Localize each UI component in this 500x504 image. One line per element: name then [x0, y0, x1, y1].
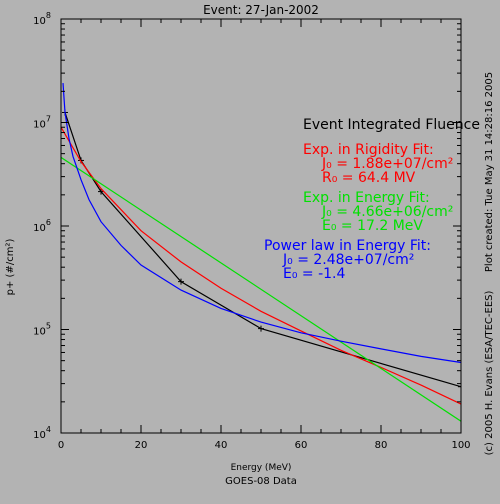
- series-layer: [61, 83, 461, 422]
- rigidity-fit-j0: J₀ = 1.88e+07/cm²: [321, 156, 453, 172]
- series-line-3: [62, 83, 461, 364]
- energy-fit-title: Exp. in Energy Fit:: [303, 190, 430, 206]
- power-fit-e0: E₀ = -1.4: [283, 266, 345, 282]
- x-tick-label: 0: [58, 440, 64, 451]
- x-tick-label: 40: [215, 440, 228, 451]
- y-tick-label: 106: [33, 218, 51, 234]
- plot-created-text: Plot created: Tue May 31 14:28:16 2005: [484, 72, 495, 272]
- chart-title: Event: 27-Jan-2002: [203, 3, 319, 17]
- x-tick-label: 100: [451, 440, 470, 451]
- x-axis-label: Energy (MeV): [231, 463, 292, 473]
- x-tick-label: 80: [375, 440, 388, 451]
- series-line-0: [64, 112, 461, 388]
- series-line-1: [61, 126, 461, 405]
- data-point-marker: [458, 383, 461, 390]
- series-line-2: [61, 156, 461, 422]
- y-tick-label: 105: [33, 322, 51, 338]
- y-tick-label: 108: [33, 11, 51, 27]
- x-tick-label: 20: [135, 440, 148, 451]
- data-point-marker: [258, 325, 264, 332]
- copyright-text: (c) 2005 H. Evans (ESA/TEC-EES): [484, 291, 495, 456]
- power-fit-title: Power law in Energy Fit:: [264, 238, 431, 254]
- y-axis-label: p+ (#/cm²): [5, 239, 16, 296]
- rigidity-fit-title: Exp. in Rigidity Fit:: [303, 142, 434, 158]
- energy-fit-j0: J₀ = 4.66e+06/cm²: [321, 204, 453, 220]
- annotation-heading: Event Integrated Fluence: [303, 117, 480, 133]
- y-tick-label: 107: [33, 115, 51, 131]
- energy-fit-e0: E₀ = 17.2 MeV: [322, 218, 423, 234]
- axes-layer: 0 20 40 60 80 100 104 105 106 107 108: [33, 11, 470, 451]
- y-tick-label: 104: [33, 425, 51, 441]
- rigidity-fit-r0: R₀ = 64.4 MV: [322, 170, 416, 186]
- chart-subtitle: GOES-08 Data: [225, 476, 297, 487]
- data-point-marker: [178, 278, 184, 285]
- data-point-marker: [98, 188, 104, 195]
- power-fit-j0: J₀ = 2.48e+07/cm²: [282, 252, 414, 268]
- x-tick-label: 60: [295, 440, 308, 451]
